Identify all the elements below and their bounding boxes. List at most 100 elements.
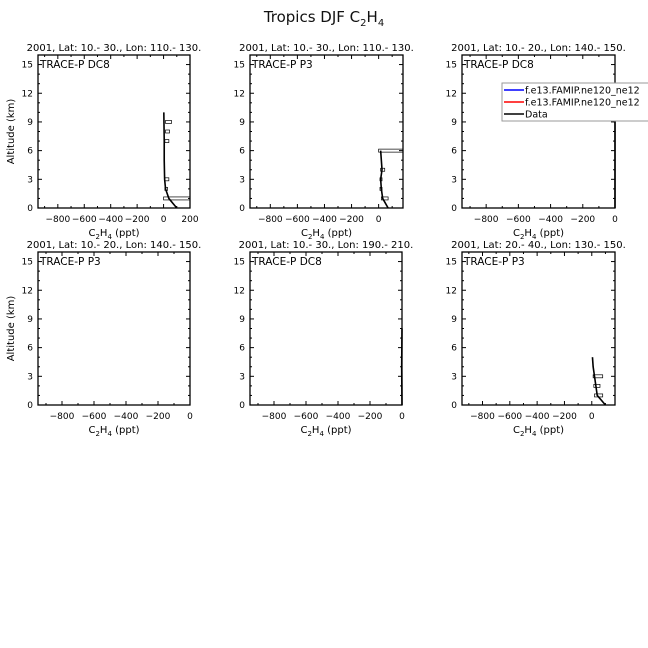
- x-tick-label: −200: [339, 215, 364, 225]
- y-tick-label: 0: [239, 204, 245, 214]
- x-tick-label: −600: [82, 412, 107, 422]
- data-profile-line: [163, 112, 178, 209]
- x-tick-label: −600: [497, 412, 522, 422]
- panel-subtitle: 2001, Lat: 10.- 20., Lon: 140.- 150.: [27, 240, 202, 251]
- data-range-box: [380, 196, 389, 201]
- data-range-box: [378, 148, 404, 153]
- campaign-label: TRACE-P DC8: [251, 256, 322, 268]
- campaign-label: TRACE-P P3: [251, 59, 313, 71]
- x-tick-label: −600: [294, 412, 319, 422]
- x-axis-label: C2H4 (ppt): [88, 425, 139, 438]
- y-tick-label: 12: [22, 286, 33, 296]
- x-tick-label: −200: [125, 215, 150, 225]
- y-tick-label: 12: [234, 286, 245, 296]
- x-axis-label: C2H4 (ppt): [300, 425, 351, 438]
- y-tick-label: 0: [27, 204, 33, 214]
- x-tick-label: 0: [376, 215, 382, 225]
- panel-1: 2001, Lat: 10.- 30., Lon: 110.- 130. TRAC…: [6, 43, 201, 241]
- panel-subtitle: 2001, Lat: 20.- 40., Lon: 130.- 150.: [451, 240, 626, 251]
- y-tick-label: 9: [451, 118, 457, 128]
- plot-frame: [249, 54, 404, 209]
- x-axis-label: C2H4 (ppt): [513, 425, 564, 438]
- x-tick-label: −400: [114, 412, 139, 422]
- data-profile-line: [591, 357, 607, 406]
- y-tick-label: 9: [239, 118, 245, 128]
- figure-title: Tropics DJF C2H4: [263, 8, 385, 29]
- x-tick-label: −200: [570, 215, 595, 225]
- y-tick-label: 6: [239, 344, 245, 354]
- campaign-label: TRACE-P DC8: [463, 59, 534, 71]
- data-range-box: [165, 129, 170, 134]
- y-axis-label: Altitude (km): [6, 296, 17, 362]
- x-tick-label: −600: [72, 215, 97, 225]
- data-range-box: [165, 120, 172, 124]
- y-tick-label: 12: [22, 89, 33, 99]
- x-tick-label: −800: [470, 412, 495, 422]
- y-tick-label: 6: [27, 147, 33, 157]
- data-range-box: [164, 139, 170, 143]
- x-tick-label: 0: [612, 215, 618, 225]
- data-range-box: [593, 384, 601, 388]
- y-tick-label: 6: [451, 344, 457, 354]
- x-tick-label: −400: [525, 412, 550, 422]
- y-tick-label: 12: [446, 286, 457, 296]
- x-tick-label: −800: [262, 412, 287, 422]
- y-tick-label: 12: [446, 89, 457, 99]
- y-tick-label: 6: [451, 147, 457, 157]
- y-tick-label: 15: [234, 258, 245, 268]
- y-tick-label: 9: [27, 315, 33, 325]
- panel-subtitle: 2001, Lat: 10.- 20., Lon: 140.- 150.: [451, 43, 626, 54]
- y-tick-label: 6: [27, 344, 33, 354]
- plot-frame: [37, 54, 191, 209]
- y-tick-label: 3: [239, 372, 245, 382]
- data-profile-line: [379, 150, 389, 209]
- data-range-box: [163, 196, 191, 201]
- y-tick-label: 12: [234, 89, 245, 99]
- y-tick-label: 15: [234, 61, 245, 71]
- y-tick-label: 9: [27, 118, 33, 128]
- x-tick-label: −800: [474, 215, 499, 225]
- x-axis-label: C2H4 (ppt): [88, 228, 139, 241]
- y-tick-label: 9: [239, 315, 245, 325]
- panel-2: 2001, Lat: 10.- 30., Lon: 110.- 130. TRAC…: [234, 43, 414, 241]
- x-tick-label: 0: [589, 412, 595, 422]
- y-tick-label: 9: [451, 315, 457, 325]
- panel-5: 2001, Lat: 10.- 30., Lon: 190.- 210. TRAC…: [234, 240, 414, 438]
- plot-frame: [249, 251, 403, 406]
- y-tick-label: 3: [451, 175, 457, 185]
- x-tick-label: −800: [45, 215, 70, 225]
- x-tick-label: 0: [161, 215, 167, 225]
- panel-3: 2001, Lat: 10.- 20., Lon: 140.- 150. TRAC…: [446, 43, 648, 241]
- panel-subtitle: 2001, Lat: 10.- 30., Lon: 190.- 210.: [239, 240, 414, 251]
- panel-subtitle: 2001, Lat: 10.- 30., Lon: 110.- 130.: [239, 43, 414, 54]
- panel-6: 2001, Lat: 20.- 40., Lon: 130.- 150. TRAC…: [446, 240, 626, 438]
- y-tick-label: 6: [239, 147, 245, 157]
- x-tick-label: −400: [326, 412, 351, 422]
- x-tick-label: −600: [506, 215, 531, 225]
- campaign-label: TRACE-P P3: [463, 256, 525, 268]
- y-tick-label: 0: [27, 401, 33, 411]
- panel-4: 2001, Lat: 10.- 20., Lon: 140.- 150. TRAC…: [6, 240, 201, 438]
- y-tick-label: 15: [446, 61, 457, 71]
- legend-entry: Data: [525, 110, 548, 121]
- x-tick-label: 0: [187, 412, 193, 422]
- y-tick-label: 15: [22, 258, 33, 268]
- y-tick-label: 15: [22, 61, 33, 71]
- x-tick-label: −200: [358, 412, 383, 422]
- legend-box: [501, 82, 648, 122]
- y-axis-label: Altitude (km): [6, 99, 17, 165]
- legend-entry: f.e13.FAMIP.ne120_ne12: [525, 98, 640, 109]
- x-tick-label: −200: [552, 412, 577, 422]
- panel-subtitle: 2001, Lat: 10.- 30., Lon: 110.- 130.: [27, 43, 202, 54]
- y-tick-label: 0: [451, 204, 457, 214]
- data-range-box: [592, 374, 604, 379]
- x-tick-label: −800: [258, 215, 283, 225]
- plot-frame: [461, 54, 616, 209]
- plot-frame: [37, 251, 191, 406]
- x-tick-label: −400: [538, 215, 563, 225]
- x-tick-label: −200: [146, 412, 171, 422]
- x-tick-label: −600: [285, 215, 310, 225]
- campaign-label: TRACE-P DC8: [39, 59, 110, 71]
- x-tick-label: 0: [399, 412, 405, 422]
